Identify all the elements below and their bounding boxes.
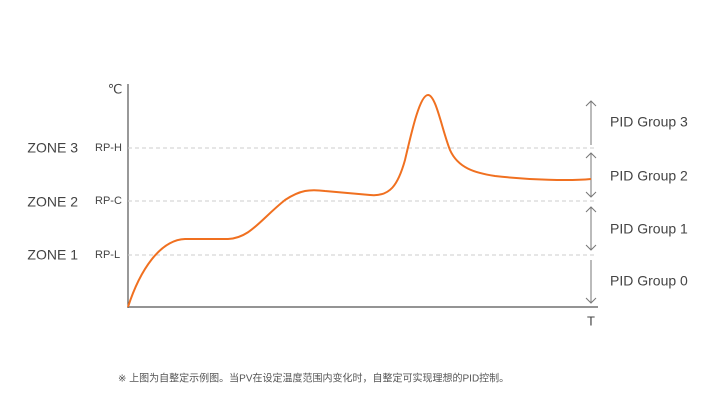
arrow: [585, 260, 597, 304]
zone-label: ZONE 3: [27, 140, 78, 156]
rp-label: RP-H: [95, 142, 122, 154]
zone-label: ZONE 1: [27, 247, 78, 263]
group-label: PID Group 0: [610, 273, 688, 289]
axes: ℃ T: [108, 81, 598, 328]
arrow: [585, 100, 597, 145]
arrow: [585, 206, 597, 251]
x-axis-label: T: [587, 313, 595, 328]
group-arrows: [585, 100, 597, 304]
zone-lines: [128, 147, 597, 256]
group-label: PID Group 3: [610, 114, 688, 130]
y-axis-label: ℃: [108, 81, 123, 96]
group-label: PID Group 2: [610, 168, 688, 184]
rp-label: RP-L: [95, 249, 120, 261]
temperature-curve: [127, 93, 592, 308]
zone-label: ZONE 2: [27, 194, 78, 210]
arrow: [585, 152, 597, 198]
footnote: ※ 上图为自整定示例图。当PV在设定温度范围内变化时，自整定可实现理想的PID控…: [118, 372, 509, 385]
rp-label: RP-C: [95, 195, 122, 207]
group-label: PID Group 1: [610, 221, 688, 237]
